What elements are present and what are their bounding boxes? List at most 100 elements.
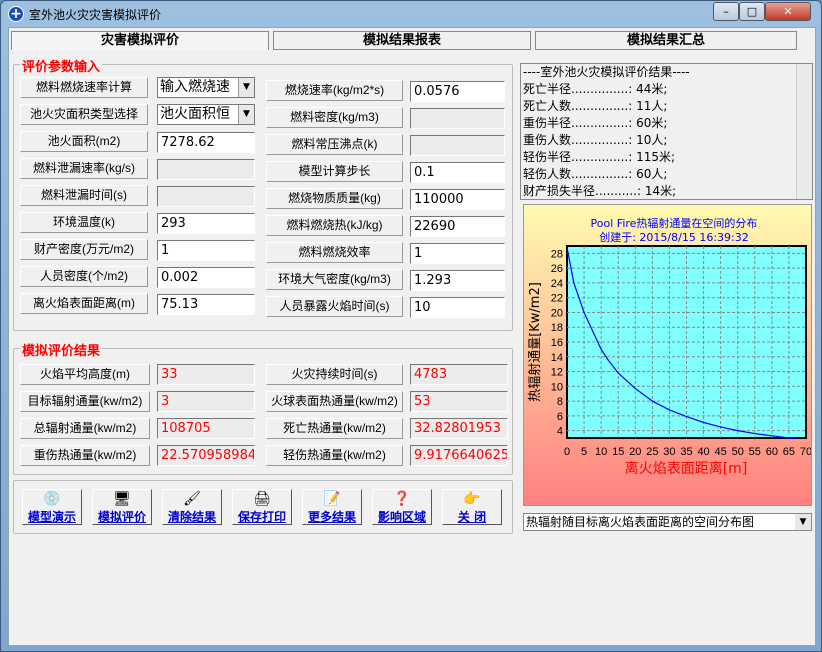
tab-2[interactable]: 模拟结果报表 xyxy=(273,31,531,50)
param-label: 燃料泄漏时间(s) xyxy=(20,185,148,206)
param-label: 人员密度(个/m2) xyxy=(20,266,148,287)
param-input[interactable] xyxy=(410,135,505,156)
param-label: 人员暴露火焰时间(s) xyxy=(266,296,403,317)
param-label: 燃料燃烧速率计算 xyxy=(20,77,148,98)
result-label: 轻伤热通量(kw/m2) xyxy=(266,445,403,466)
summary-line: 重伤人数...............: 10人; xyxy=(523,133,668,147)
summary-line: 死亡半径...............: 44米; xyxy=(523,82,668,96)
param-input[interactable] xyxy=(157,159,255,180)
y-tick-label: 8 xyxy=(557,396,563,408)
param-input[interactable]: 10 xyxy=(410,297,505,318)
x-tick-label: 65 xyxy=(783,446,795,458)
param-input[interactable]: 1 xyxy=(410,243,505,264)
result-label: 死亡热通量(kw/m2) xyxy=(266,418,403,439)
result-label: 总辐射通量(kw/m2) xyxy=(20,418,150,439)
result-label: 火焰平均高度(m) xyxy=(20,364,150,385)
summary-line: ----室外池火灾模拟评价结果---- xyxy=(523,65,690,79)
chart-title: Pool Fire热辐射通量在空间的分布 xyxy=(591,216,758,230)
x-tick-label: 0 xyxy=(564,446,570,458)
param-input[interactable]: 0.1 xyxy=(410,162,505,183)
param-label: 燃烧速率(kg/m2*s) xyxy=(266,80,403,101)
x-tick-label: 25 xyxy=(646,446,658,458)
x-tick-label: 15 xyxy=(612,446,624,458)
title-bar: + 室外池火灾灾害模拟评价 – □ ✕ xyxy=(1,1,821,27)
y-tick-label: 20 xyxy=(551,307,563,319)
summary-scrollbar[interactable] xyxy=(796,64,812,199)
action-button-5[interactable]: 📝 更多结果 xyxy=(302,489,362,525)
param-label: 燃料密度(kg/m3) xyxy=(266,107,403,128)
y-tick-label: 16 xyxy=(551,337,563,349)
param-select[interactable]: 池火面积恒 ▼ xyxy=(157,104,255,125)
computer-icon: 🖥 xyxy=(113,491,131,507)
param-label: 环境温度(k) xyxy=(20,212,148,233)
param-input[interactable]: 22690 xyxy=(410,216,505,237)
param-input[interactable] xyxy=(410,108,505,129)
action-button-7[interactable]: 👉 关 闭 xyxy=(442,489,502,525)
button-label: 更多结果 xyxy=(307,510,356,524)
summary-line: 轻伤人数...............: 60人; xyxy=(523,167,668,181)
results-group: 模拟评价结果 火焰平均高度(m) 33 火灾持续时间(s) 4783 目标辐射通量(kw… xyxy=(13,340,513,475)
result-value: 53 xyxy=(410,391,508,412)
x-tick-label: 50 xyxy=(732,446,744,458)
param-label: 环境大气密度(kg/m3) xyxy=(266,269,403,290)
result-label: 目标辐射通量(kw/m2) xyxy=(20,391,150,412)
button-label: 影响区域 xyxy=(377,510,426,524)
param-select[interactable]: 输入燃烧速 ▼ xyxy=(157,77,255,98)
param-input[interactable]: 0.0576 xyxy=(410,81,505,102)
x-tick-label: 45 xyxy=(715,446,727,458)
brush-icon: 🖌 xyxy=(183,491,201,507)
param-label: 池火面积(m2) xyxy=(20,131,148,152)
hand-icon: 👉 xyxy=(463,491,481,507)
y-tick-label: 18 xyxy=(551,322,563,334)
param-input[interactable]: 0.002 xyxy=(157,267,255,288)
result-label: 重伤热通量(kw/m2) xyxy=(20,445,150,466)
param-input[interactable]: 110000 xyxy=(410,189,505,210)
param-label: 池火灾面积类型选择 xyxy=(20,104,148,125)
summary-line: 重伤半径...............: 60米; xyxy=(523,116,668,130)
param-input[interactable]: 1 xyxy=(157,240,255,261)
result-value: 3 xyxy=(157,391,255,412)
maximize-button[interactable]: □ xyxy=(739,2,765,21)
result-value: 108705 xyxy=(157,418,255,439)
param-input[interactable]: 293 xyxy=(157,213,255,234)
action-button-6[interactable]: ❓ 影响区域 xyxy=(372,489,432,525)
y-tick-label: 28 xyxy=(551,248,563,260)
disc-icon: 💿 xyxy=(43,491,61,507)
y-tick-label: 10 xyxy=(551,381,563,393)
select-value: 池火面积恒 xyxy=(160,106,230,122)
param-input[interactable]: 1.293 xyxy=(410,270,505,291)
y-tick-label: 22 xyxy=(551,293,563,305)
result-value: 9.9176640625 xyxy=(410,445,508,466)
action-button-1[interactable]: 💿 模型演示 xyxy=(22,489,82,525)
x-tick-label: 40 xyxy=(697,446,709,458)
button-label: 模型演示 xyxy=(27,510,76,524)
action-button-2[interactable]: 🖥 模拟评价 xyxy=(92,489,152,525)
close-window-button[interactable]: ✕ xyxy=(765,2,811,21)
x-tick-label: 55 xyxy=(749,446,761,458)
button-label: 关 闭 xyxy=(457,510,487,524)
y-tick-label: 12 xyxy=(551,367,563,379)
chevron-down-icon[interactable]: ▼ xyxy=(795,514,811,530)
minimize-button[interactable]: – xyxy=(713,2,739,21)
y-axis-label: 热辐射通量[Kw/m2] xyxy=(527,282,543,402)
param-input[interactable] xyxy=(157,186,255,207)
tab-3[interactable]: 模拟结果汇总 xyxy=(535,31,797,50)
x-tick-label: 5 xyxy=(581,446,587,458)
x-tick-label: 60 xyxy=(766,446,778,458)
window-title: 室外池火灾灾害模拟评价 xyxy=(29,8,162,22)
chart-type-select[interactable]: 热辐射随目标离火焰表面距离的空间分布图 ▼ xyxy=(523,513,812,531)
x-tick-label: 20 xyxy=(629,446,641,458)
document-icon: 📝 xyxy=(323,491,341,507)
param-input[interactable]: 7278.62 xyxy=(157,132,255,153)
param-input[interactable]: 75.13 xyxy=(157,294,255,315)
action-button-3[interactable]: 🖌 清除结果 xyxy=(162,489,222,525)
action-button-4[interactable]: 🖨 保存打印 xyxy=(232,489,292,525)
chevron-down-icon[interactable]: ▼ xyxy=(238,105,254,124)
summary-listbox[interactable]: ----室外池火灾模拟评价结果---- 死亡半径...............: … xyxy=(520,63,813,200)
chevron-down-icon[interactable]: ▼ xyxy=(238,78,254,97)
button-label: 保存打印 xyxy=(237,510,286,524)
x-axis-label: 离火焰表面距离[m] xyxy=(625,460,748,477)
tab-1[interactable]: 灾害模拟评价 xyxy=(11,31,269,50)
chart-subtitle: 创建于: 2015/8/15 16:39:32 xyxy=(599,230,749,244)
